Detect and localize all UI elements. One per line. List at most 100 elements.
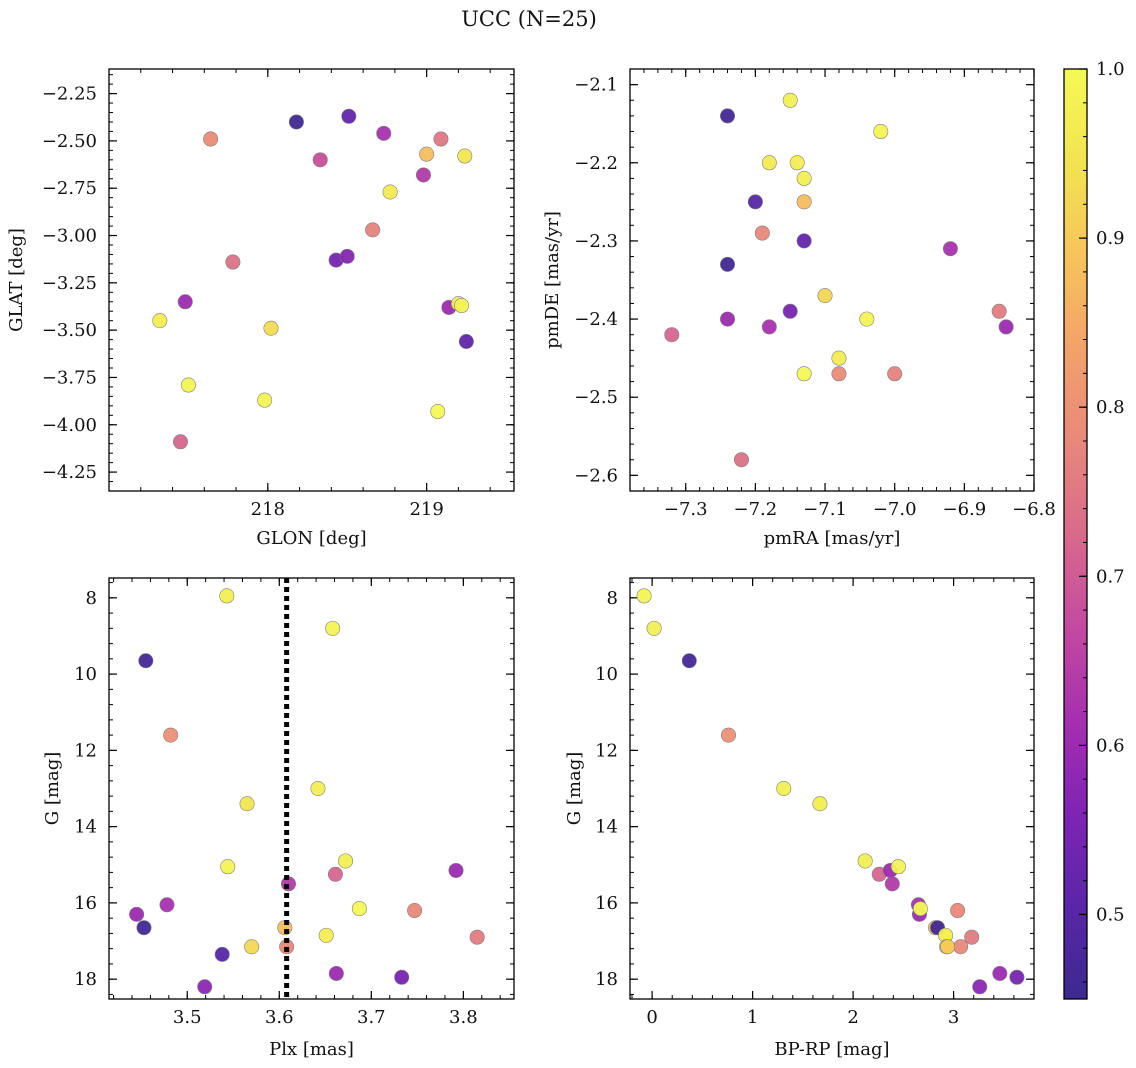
data-point	[636, 588, 652, 604]
data-point	[890, 859, 906, 875]
y-tick-label: −2.4	[574, 309, 618, 330]
y-tick-label: 14	[595, 817, 618, 838]
x-tick-label: 219	[409, 499, 443, 520]
y-tick-label: −2.3	[574, 231, 618, 252]
data-point	[244, 939, 260, 955]
y-tick-label: −2.50	[42, 131, 97, 152]
data-point	[177, 294, 193, 310]
y-tick-label: 14	[74, 817, 97, 838]
y-tick-label: −3.00	[42, 226, 97, 247]
data-point	[288, 114, 304, 130]
data-point	[433, 131, 449, 147]
data-point	[180, 377, 196, 393]
colorbar: 0.5 0.6 0.7 0.8 0.9 1.0	[1063, 59, 1125, 1000]
data-point	[720, 311, 736, 327]
data-point	[457, 148, 473, 164]
data-point	[884, 876, 900, 892]
data-point	[720, 727, 736, 743]
scatter-panel-1: 218 219 −4.25 −4.00 −3.75 −3.50 −3.25 −3.00 −2.7…	[6, 68, 515, 549]
data-point	[325, 620, 341, 636]
data-point	[681, 653, 697, 669]
y-tick-label: −2.1	[574, 75, 618, 96]
colorbar-tick-label: 0.9	[1096, 228, 1125, 249]
data-point	[912, 901, 928, 917]
colorbar-tick-label: 1.0	[1096, 59, 1125, 80]
x-tick-label: −7.1	[803, 499, 847, 520]
data-point	[163, 727, 179, 743]
data-point	[328, 965, 344, 981]
y-tick-label: 12	[595, 740, 618, 761]
data-point	[733, 452, 749, 468]
data-point	[382, 184, 398, 200]
y-axis-label: G [mag]	[564, 752, 585, 825]
data-point	[310, 780, 326, 796]
data-point	[197, 979, 213, 995]
y-tick-label: 8	[607, 588, 618, 609]
data-point	[339, 248, 355, 264]
colorbar-gradient	[1063, 68, 1088, 1000]
data-point	[992, 965, 1008, 981]
y-tick-label: 18	[595, 969, 618, 990]
data-point	[430, 404, 446, 420]
data-point	[327, 866, 343, 882]
data-point	[469, 929, 485, 945]
data-point	[257, 392, 273, 408]
y-tick-label: −2.2	[574, 153, 618, 174]
data-point	[172, 434, 188, 450]
y-tick-label: −4.00	[42, 415, 97, 436]
x-tick-label: 3.5	[173, 1007, 202, 1028]
data-point	[129, 906, 145, 922]
data-point	[152, 313, 168, 329]
data-point	[873, 124, 889, 140]
figure-title: UCC (N=25)	[461, 7, 597, 31]
y-tick-label: 16	[74, 893, 97, 914]
colorbar-tick-label: 0.7	[1096, 566, 1125, 587]
data-point	[1009, 969, 1025, 985]
y-tick-label: 10	[595, 664, 618, 685]
data-point	[454, 298, 470, 314]
y-tick-label: −3.25	[42, 273, 97, 294]
y-axis-label: GLAT [deg]	[6, 228, 27, 332]
x-tick-label: 1	[747, 1007, 758, 1028]
data-point	[376, 125, 392, 141]
data-point	[812, 796, 828, 812]
data-point	[136, 920, 152, 936]
data-point	[365, 222, 381, 238]
plot-frame	[108, 68, 515, 492]
data-point	[448, 862, 464, 878]
colorbar-tick-label: 0.6	[1096, 735, 1125, 756]
data-point	[761, 155, 777, 171]
y-tick-label: −4.25	[42, 462, 97, 483]
data-point	[394, 969, 410, 985]
data-point	[964, 929, 980, 945]
data-point	[953, 939, 969, 955]
data-point	[338, 853, 354, 869]
x-tick-label: 218	[251, 499, 285, 520]
x-axis-label: BP-RP [mag]	[774, 1039, 889, 1060]
y-tick-label: 18	[74, 969, 97, 990]
colorbar-tick-label: 0.5	[1096, 904, 1125, 925]
plot-frame	[629, 68, 1035, 492]
x-tick-label: 3.6	[265, 1007, 294, 1028]
data-point	[782, 92, 798, 108]
data-point	[950, 903, 966, 919]
x-tick-label: 2	[847, 1007, 858, 1028]
data-point	[754, 225, 770, 241]
y-tick-label: 16	[595, 893, 618, 914]
data-point	[796, 170, 812, 186]
data-point	[263, 320, 279, 336]
x-axis-label: GLON [deg]	[256, 528, 366, 549]
data-point	[239, 796, 255, 812]
scatter-panel-3: 3.5 3.6 3.7 3.8 8 10 12 14 16 18 Plx [mas] G [mag]	[42, 577, 515, 1060]
data-point	[720, 108, 736, 124]
data-point	[219, 588, 235, 604]
x-tick-label: −7.0	[873, 499, 917, 520]
data-point	[789, 155, 805, 171]
data-point	[796, 194, 812, 210]
data-point	[776, 780, 792, 796]
y-tick-label: −2.6	[574, 465, 618, 486]
data-point	[138, 653, 154, 669]
x-tick-label: −6.9	[942, 499, 986, 520]
y-tick-label: −2.75	[42, 178, 97, 199]
